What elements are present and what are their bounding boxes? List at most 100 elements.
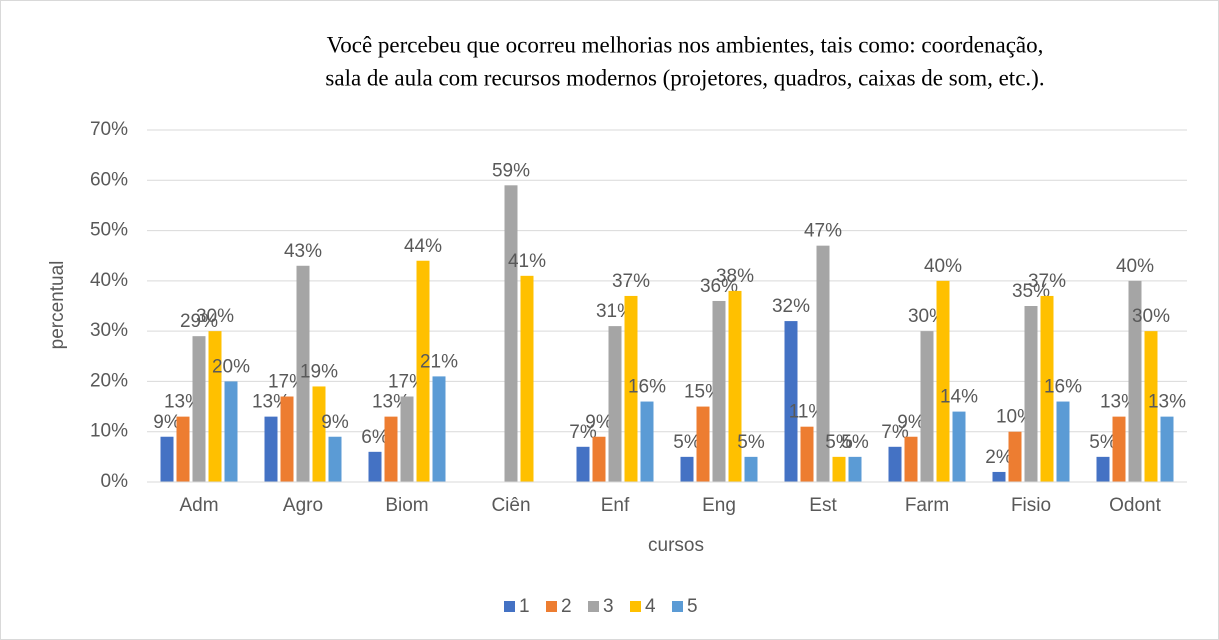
x-axis-label: cursos	[648, 535, 704, 556]
bar	[816, 245, 830, 482]
bar	[576, 446, 590, 482]
data-label: 41%	[508, 251, 546, 272]
bar	[640, 401, 654, 482]
y-tick-label: 60%	[90, 169, 128, 190]
data-label: 32%	[772, 296, 810, 317]
bar	[520, 275, 534, 482]
bar	[784, 321, 798, 482]
bar	[832, 456, 846, 482]
data-label: 16%	[628, 377, 666, 398]
x-tick-label: Farm	[905, 495, 949, 516]
data-label: 59%	[492, 160, 530, 181]
data-label: 16%	[1044, 377, 1082, 398]
bar	[992, 471, 1006, 482]
data-label: 9%	[897, 412, 925, 433]
data-label: 37%	[612, 271, 650, 292]
data-label: 37%	[1028, 271, 1066, 292]
bar	[888, 446, 902, 482]
bar	[296, 265, 310, 482]
x-tick-label: Biom	[385, 495, 428, 516]
bar	[712, 300, 726, 482]
legend-swatch	[504, 601, 515, 612]
x-tick-label: Odont	[1109, 495, 1161, 516]
bar	[368, 451, 382, 482]
data-label: 43%	[284, 241, 322, 262]
x-tick-label: Fisio	[1011, 495, 1051, 516]
legend-label: 1	[519, 596, 530, 617]
bar	[504, 185, 518, 483]
data-label: 20%	[212, 356, 250, 377]
x-tick-label: Est	[809, 495, 837, 516]
bar	[280, 396, 294, 482]
bar	[176, 416, 190, 482]
data-label: 5%	[825, 432, 853, 453]
data-label: 9%	[585, 412, 613, 433]
bar	[264, 416, 278, 482]
data-label: 30%	[196, 306, 234, 327]
bar	[328, 436, 342, 482]
data-label: 5%	[841, 432, 869, 453]
data-label: 7%	[881, 422, 909, 443]
data-label: 21%	[420, 351, 458, 372]
y-tick-label: 20%	[90, 370, 128, 391]
legend-swatch	[630, 601, 641, 612]
y-axis-label: percentual	[47, 261, 68, 350]
data-label: 40%	[924, 256, 962, 277]
y-tick-label: 70%	[90, 119, 128, 140]
x-tick-label: Eng	[702, 495, 736, 516]
data-label: 29%	[180, 311, 218, 332]
bar	[192, 336, 206, 482]
data-label: 5%	[737, 432, 765, 453]
bar	[1024, 306, 1038, 482]
legend-label: 5	[687, 596, 698, 617]
bar	[800, 426, 814, 482]
bar	[1008, 431, 1022, 482]
bar	[696, 406, 710, 482]
data-label: 9%	[321, 412, 349, 433]
bar	[208, 331, 222, 482]
bar	[608, 326, 622, 482]
bar	[1040, 295, 1054, 482]
data-label: 38%	[716, 266, 754, 287]
legend-swatch	[588, 601, 599, 612]
bar	[680, 456, 694, 482]
bar	[1096, 456, 1110, 482]
data-label: 40%	[1116, 256, 1154, 277]
bar	[1160, 416, 1174, 482]
data-label: 6%	[361, 427, 389, 448]
bar	[384, 416, 398, 482]
chart-title: sala de aula com recursos modernos (proj…	[325, 65, 1044, 90]
bar	[224, 381, 238, 482]
data-label: 11%	[789, 402, 826, 423]
data-label: 9%	[153, 412, 181, 433]
bar	[936, 280, 950, 482]
legend-label: 3	[603, 596, 614, 617]
bar	[1144, 331, 1158, 482]
y-tick-label: 10%	[90, 421, 128, 442]
bar	[1112, 416, 1126, 482]
bar	[160, 436, 174, 482]
bar	[904, 436, 918, 482]
bar	[1128, 280, 1142, 482]
bar	[952, 411, 966, 482]
bar	[432, 376, 446, 482]
data-label: 19%	[300, 361, 338, 382]
x-tick-label: Enf	[601, 495, 630, 516]
bar	[1056, 401, 1070, 482]
bar	[624, 295, 638, 482]
legend-label: 2	[561, 596, 572, 617]
bar	[920, 331, 934, 482]
bar	[312, 386, 326, 482]
bar	[744, 456, 758, 482]
x-tick-label: Adm	[179, 495, 218, 516]
x-tick-label: Agro	[283, 495, 323, 516]
data-label: 7%	[569, 422, 597, 443]
y-tick-label: 0%	[101, 471, 129, 492]
bar	[416, 260, 430, 482]
bar	[728, 290, 742, 482]
y-tick-label: 40%	[90, 270, 128, 291]
y-tick-label: 30%	[90, 320, 128, 341]
data-label: 30%	[1132, 306, 1170, 327]
bar	[592, 436, 606, 482]
